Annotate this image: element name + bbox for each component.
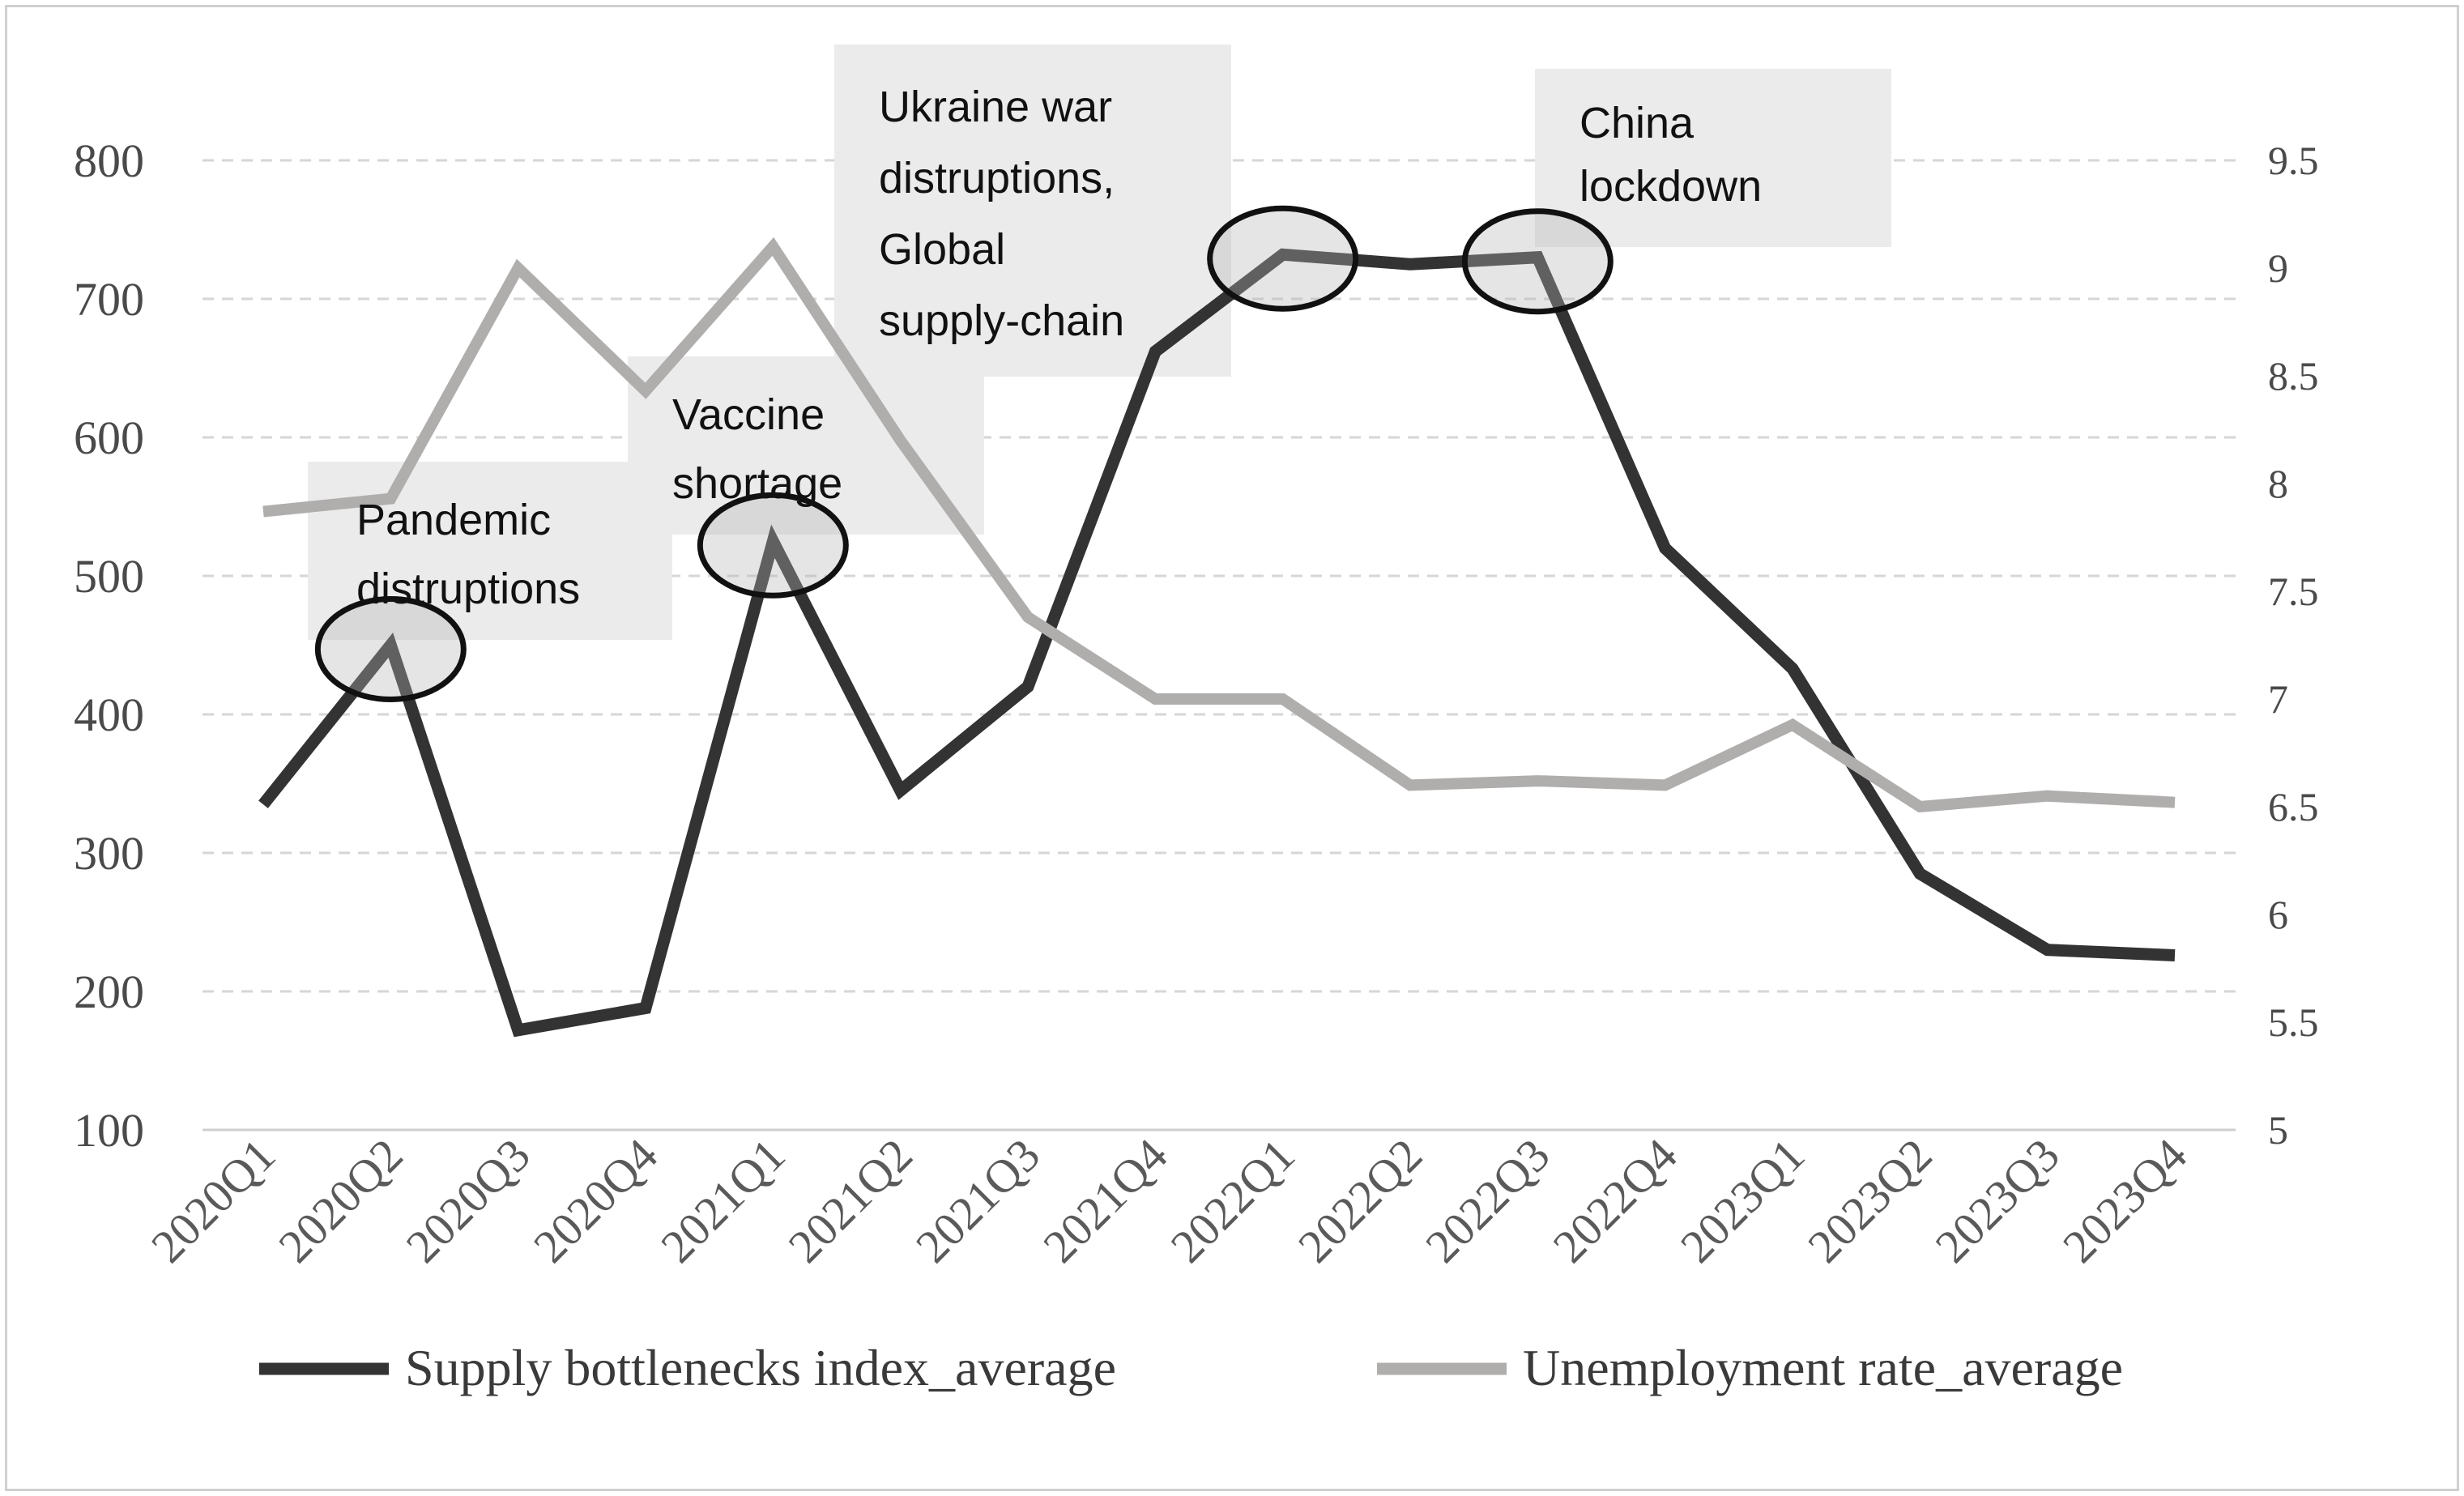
x-tick-label: 2022Q2: [1288, 1128, 1432, 1272]
highlight-ellipse: [1461, 208, 1614, 315]
x-tick-label: 2020Q1: [141, 1128, 285, 1272]
x-tick-label: 2020Q4: [523, 1128, 667, 1272]
y-right-tick-label: 8.5: [2268, 353, 2319, 399]
y-right-tick-label: 7: [2268, 676, 2288, 722]
x-tick-label: 2022Q1: [1161, 1128, 1305, 1272]
y-right-tick-label: 6: [2268, 892, 2288, 937]
y-left-tick-label: 400: [74, 688, 144, 741]
y-right-tick-label: 5.5: [2268, 999, 2319, 1045]
y-right-tick-label: 7.5: [2268, 569, 2319, 614]
x-tick-label: 2023Q3: [1925, 1128, 2070, 1272]
x-tick-label: 2021Q2: [778, 1128, 923, 1272]
annotation-text: Global: [879, 225, 1005, 274]
series-lines: [258, 237, 2176, 1038]
annotation-box: [1535, 69, 1891, 247]
y-right-tick-label: 9: [2268, 245, 2288, 291]
highlight-ellipses: [314, 205, 1614, 702]
chart-frame: [5, 5, 2459, 1491]
annotation-text: Pandemic: [356, 496, 551, 544]
x-tick-label: 2022Q4: [1543, 1128, 1687, 1272]
y-left-tick-label: 100: [74, 1104, 144, 1157]
x-tick-label: 2023Q1: [1670, 1128, 1814, 1272]
annotation-text: shortage: [672, 459, 842, 508]
legend-label: Supply bottlenecks index_average: [405, 1339, 1116, 1396]
unemployment-rate-line: [262, 237, 2176, 813]
x-tick-label: 2020Q2: [268, 1128, 412, 1272]
highlight-ellipse: [697, 492, 849, 599]
annotation-text: Ukraine war: [879, 83, 1112, 131]
legend-label: Unemployment rate_average: [1523, 1339, 2123, 1396]
y-right-tick-label: 8: [2268, 461, 2288, 506]
annotation-text: China: [1579, 99, 1695, 147]
annotation-text: Vaccine: [672, 390, 825, 439]
annotation-box: [628, 356, 984, 535]
y-right-tick-label: 6.5: [2268, 784, 2319, 829]
highlight-ellipse: [314, 596, 467, 702]
annotation-text: supply-chain: [879, 296, 1124, 345]
y-left-tick-label: 300: [74, 827, 144, 880]
y-right-tick-label: 5: [2268, 1107, 2288, 1153]
annotation-text: lockdown: [1579, 162, 1762, 211]
annotation-box: [308, 462, 672, 640]
annotation-text: distruptions,: [879, 154, 1115, 202]
x-tick-label: 2021Q4: [1033, 1128, 1177, 1272]
x-tick-label: 2023Q2: [1797, 1128, 1942, 1272]
y-right-tick-label: 9.5: [2268, 138, 2319, 183]
y-left-tick-label: 500: [74, 550, 144, 603]
x-tick-label: 2022Q3: [1415, 1128, 1559, 1272]
annotation-labels: Pandemic distruptions Vaccine shortage Ukrai…: [356, 83, 1762, 613]
y-left-tick-label: 700: [74, 273, 144, 326]
highlight-ellipse: [1207, 205, 1359, 312]
x-tick-label: 2023Q4: [2053, 1128, 2197, 1272]
x-tick-label: 2020Q3: [396, 1128, 540, 1272]
x-tick-label: 2021Q1: [650, 1128, 795, 1272]
annotation-boxes: [308, 45, 1891, 640]
annotation-text: distruptions: [356, 565, 580, 613]
legend: Supply bottlenecks index_average Unemploy…: [259, 1339, 2123, 1396]
annotation-box: [834, 45, 1231, 377]
y-left-tick-label: 200: [74, 965, 144, 1018]
y-left-tick-label: 600: [74, 411, 144, 464]
x-tick-label: 2021Q3: [906, 1128, 1050, 1272]
y-left-tick-label: 800: [74, 134, 144, 187]
